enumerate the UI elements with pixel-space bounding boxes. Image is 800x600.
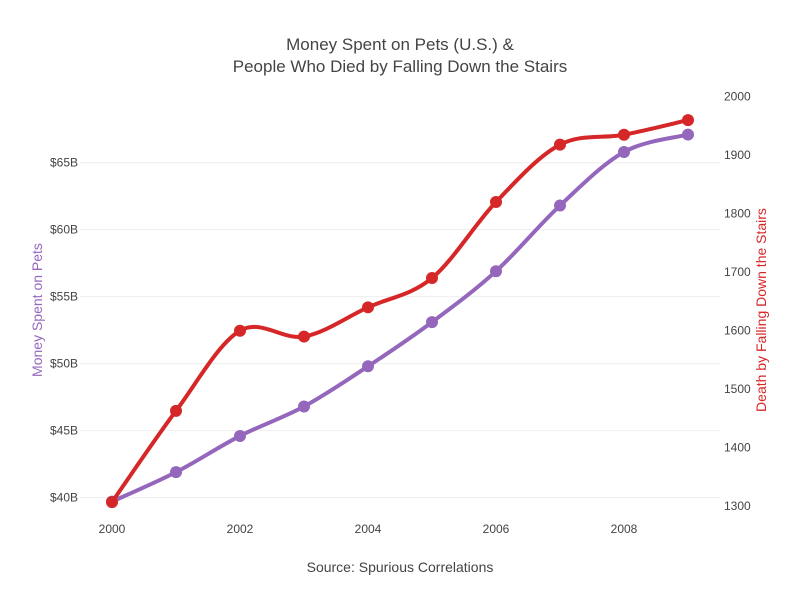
y-left-tick-label: $45B [50,424,78,438]
data-point[interactable] [106,496,118,509]
y-left-tick-label: $55B [50,290,78,304]
y-left-tick-label: $50B [50,357,78,371]
data-point[interactable] [618,145,630,158]
data-point[interactable] [298,400,310,413]
data-point[interactable] [490,265,502,278]
data-point[interactable] [426,272,438,285]
y-right-tick-label: 1300 [724,499,751,513]
y-right-tick-label: 2000 [724,90,751,104]
data-point[interactable] [234,429,246,442]
y-right-tick-label: 1700 [724,265,751,279]
x-tick-label: 2000 [99,522,126,536]
data-point[interactable] [490,196,502,209]
data-point[interactable] [170,404,182,417]
plot-area [106,114,694,509]
series-line [110,118,690,505]
x-tick-label: 2006 [483,522,510,536]
y-axis-right-ticks: 1300 1400 1500 1600 1700 1800 1900 2000 [724,90,751,514]
data-point[interactable] [554,199,566,212]
y-right-tick-label: 1600 [724,324,751,338]
y-right-tick-label: 1900 [724,148,751,162]
data-point[interactable] [682,114,694,127]
data-point[interactable] [618,128,630,141]
data-point[interactable] [554,138,566,151]
y-right-tick-label: 1500 [724,382,751,396]
data-point[interactable] [170,466,182,479]
y-right-tick-label: 1800 [724,207,751,221]
y-left-tick-label: $65B [50,156,78,170]
data-point[interactable] [298,330,310,343]
data-point[interactable] [362,360,374,373]
data-point[interactable] [362,301,374,314]
y-axis-right-title: Death by Falling Down the Stairs [753,208,769,412]
series-2 [106,114,694,509]
x-tick-label: 2008 [611,522,638,536]
y-axis-left-title: Money Spent on Pets [29,243,45,377]
data-point[interactable] [426,316,438,329]
series-line [110,132,690,504]
y-left-tick-label: $60B [50,223,78,237]
x-tick-label: 2002 [227,522,254,536]
data-point[interactable] [234,324,246,337]
x-tick-label: 2004 [355,522,382,536]
chart-title-line-2: People Who Died by Falling Down the Stai… [233,57,568,76]
chart-title-line-1: Money Spent on Pets (U.S.) & [286,35,514,54]
x-axis-title: Source: Spurious Correlations [307,559,494,575]
gridlines [80,162,720,499]
y-right-tick-label: 1400 [724,441,751,455]
series-1 [106,128,694,508]
y-axis-left-ticks: $40B $45B $50B $55B $60B $65B [50,156,78,505]
y-left-tick-label: $40B [50,491,78,505]
data-point[interactable] [682,128,694,141]
x-axis-ticks: 2000 2002 2004 2006 2008 [99,522,638,536]
